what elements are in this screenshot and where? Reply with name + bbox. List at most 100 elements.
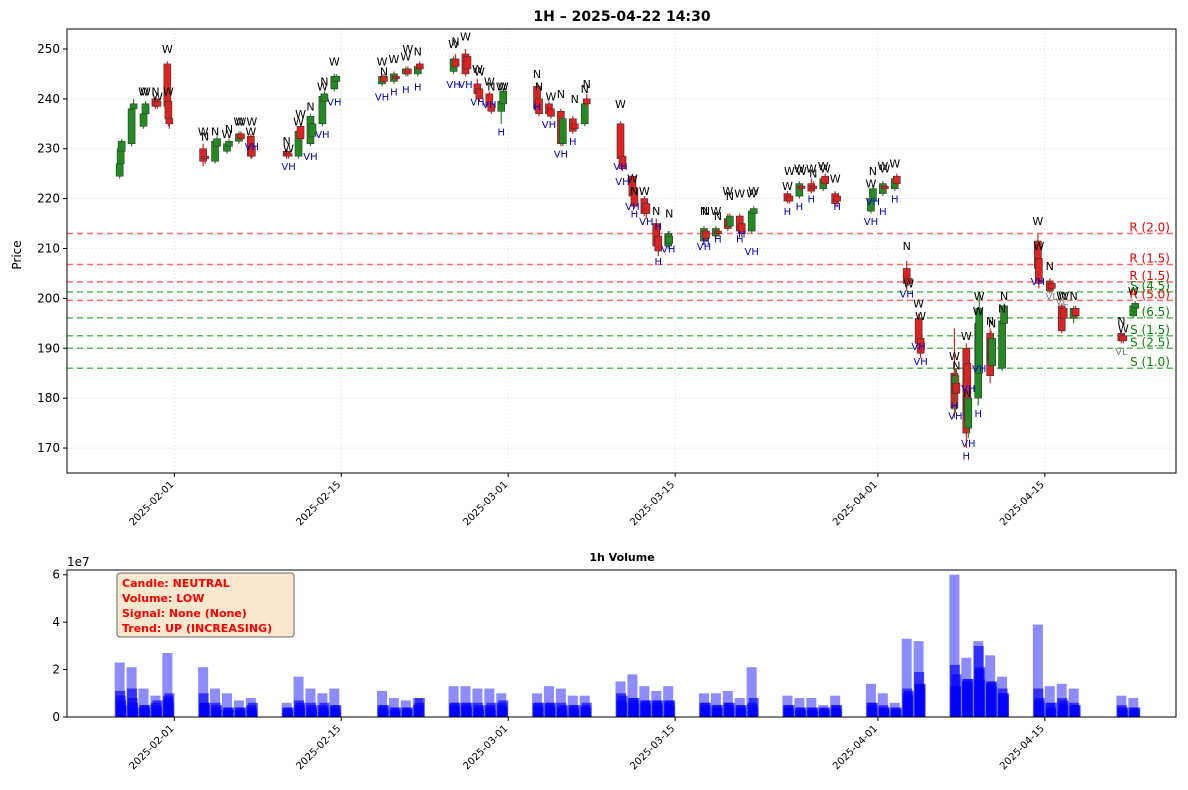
signal-marker-vh: H [736, 235, 744, 246]
signal-marker-w: N [581, 83, 589, 96]
candle [881, 183, 889, 192]
signal-marker-w: W [818, 160, 829, 173]
candle-body [201, 155, 209, 160]
candle-body [833, 195, 841, 202]
signal-marker-w: N [557, 88, 565, 101]
signal-marker-w: W [472, 63, 483, 76]
candle [642, 201, 651, 219]
signal-marker-w: W [140, 85, 151, 98]
signal-marker-w: W [746, 188, 757, 201]
candle [749, 206, 758, 217]
volume-bar [700, 702, 711, 717]
candle [1071, 305, 1080, 319]
volume-bar [832, 705, 843, 717]
candle [248, 143, 256, 159]
signal-marker-vh: VH [961, 439, 975, 450]
candle [570, 118, 579, 132]
candle-body [665, 235, 673, 244]
candlestick-series [115, 48, 1140, 449]
candle-body [117, 140, 126, 152]
signal-marker-vh: VH [697, 242, 711, 253]
candle [320, 91, 329, 104]
signal-marker-vh: VH [661, 245, 675, 256]
signal-marker-vl: VL [1115, 347, 1128, 358]
volume-bar [949, 574, 960, 717]
volume-y-tick-label: 2 [52, 663, 60, 677]
signal-marker-w: N [414, 45, 422, 58]
candle-body [129, 103, 138, 110]
support-label: S (1.5) [1130, 323, 1170, 337]
candle [129, 98, 138, 112]
candle [952, 368, 961, 404]
volume-bar [951, 674, 962, 717]
volume-bar [293, 676, 304, 717]
candle [308, 121, 317, 139]
candle [487, 98, 496, 114]
resistance-label: R (5.0) [1129, 287, 1170, 301]
volume-bar [295, 702, 306, 717]
candle-body [1131, 303, 1140, 309]
signal-marker-w: N [714, 210, 722, 223]
signal-marker-vh: VH [315, 130, 329, 141]
signal-marker-w: W [615, 98, 626, 111]
candle-body [975, 308, 984, 374]
candle-body [499, 91, 508, 105]
volume-bar [627, 674, 638, 717]
candle [463, 53, 472, 72]
price-y-tick-label: 250 [37, 42, 60, 56]
signal-marker-w: W [973, 305, 984, 318]
signal-marker-w: W [865, 178, 876, 191]
candle [975, 293, 984, 379]
candle [665, 231, 673, 247]
candle [1000, 303, 1008, 326]
signal-marker-w: W [235, 115, 246, 128]
signal-marker-w: W [889, 158, 900, 171]
candle [547, 106, 555, 119]
candle-body [904, 278, 913, 284]
volume-bar [545, 702, 556, 717]
price-y-tick-label: 240 [37, 92, 60, 106]
candle-body [213, 138, 221, 147]
signal-marker-w: W [913, 297, 924, 310]
volume-y-ticks: 0 2 4 6 [52, 568, 67, 724]
signal-marker-vh: VH [554, 150, 568, 161]
signal-marker-w: W [474, 65, 485, 78]
signal-marker-w: W [949, 350, 960, 363]
candle [618, 153, 627, 172]
candle-body [141, 103, 150, 115]
volume-bar [746, 667, 757, 717]
signal-marker-vh: VH [639, 217, 653, 228]
volume-bar [235, 707, 246, 717]
signal-marker-w: N [1070, 290, 1078, 303]
candle [795, 181, 804, 199]
signal-marker-vh: VH [864, 217, 878, 228]
volume-bars [114, 574, 1141, 717]
signal-marker-w: W [496, 80, 507, 93]
candle [141, 101, 150, 117]
signal-marker-vh: VH [744, 247, 758, 258]
volume-bar [212, 705, 223, 717]
volume-bar [378, 705, 389, 717]
signal-marker-w: W [782, 180, 793, 193]
candle-body [535, 98, 543, 115]
signal-marker-w: W [974, 290, 985, 303]
signal-marker-vh: VH [446, 80, 460, 91]
price-y-tick-label: 220 [37, 192, 60, 206]
signal-marker-w: N [952, 360, 960, 373]
support-label: S (2.5) [1130, 335, 1170, 349]
volume-bar [162, 652, 173, 717]
signal-marker-w: W [546, 90, 557, 103]
signal-marker-w: N [151, 85, 159, 98]
candle [475, 83, 484, 102]
volume-bar [867, 702, 878, 717]
volume-bar [975, 667, 986, 717]
signal-marker-w: W [748, 185, 759, 198]
candle-body [881, 185, 889, 189]
price-y-tick-label: 170 [37, 441, 60, 455]
candle-body [570, 123, 579, 130]
signal-marker-w: W [163, 85, 174, 98]
candle [869, 186, 877, 204]
volume-bar [247, 702, 258, 717]
signal-marker-w: N [583, 78, 591, 91]
signal-marker-w: N [225, 123, 233, 136]
